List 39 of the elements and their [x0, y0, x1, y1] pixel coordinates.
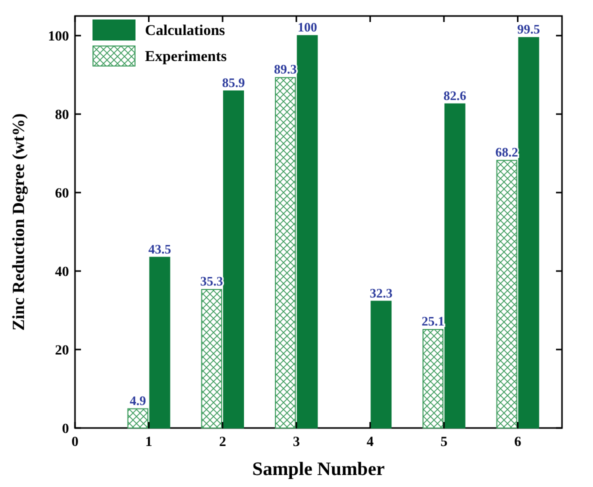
bar — [370, 300, 392, 428]
data-label: 4.9 — [130, 392, 146, 408]
bar — [518, 37, 540, 428]
x-tick-label: 6 — [514, 435, 522, 450]
y-tick-label: 40 — [55, 265, 69, 280]
x-tick-label: 5 — [440, 435, 448, 450]
x-tick-label: 1 — [145, 435, 152, 450]
bar — [296, 35, 318, 428]
bar — [223, 90, 244, 428]
bar — [201, 288, 222, 428]
bar — [127, 408, 148, 428]
data-label: 82.6 — [444, 88, 467, 103]
data-label: 32.3 — [370, 285, 393, 300]
data-label: 100 — [298, 20, 318, 35]
y-axis-title: Zinc Reduction Degree (wt%) — [9, 113, 28, 331]
x-tick-label: 4 — [366, 435, 374, 450]
y-tick-label: 20 — [55, 344, 69, 359]
legend-label: Experiments — [145, 49, 227, 65]
bar — [444, 103, 466, 428]
data-label: 99.5 — [517, 22, 541, 37]
data-label: 68.2 — [495, 144, 518, 160]
data-label: 43.5 — [148, 241, 172, 256]
x-tick-label: 0 — [72, 435, 78, 450]
y-tick-label: 0 — [62, 422, 69, 437]
x-tick-label: 3 — [292, 435, 300, 450]
x-tick-label: 2 — [219, 435, 226, 450]
data-label: 85.9 — [222, 74, 246, 90]
bar — [496, 160, 518, 428]
bar — [149, 256, 170, 428]
x-axis-title: Sample Number — [252, 459, 386, 480]
bar — [274, 77, 296, 428]
data-label: 35.3 — [200, 273, 224, 288]
y-tick-label: 80 — [55, 108, 69, 124]
legend-label: Calculations — [145, 23, 226, 39]
data-label: 25.1 — [422, 314, 444, 329]
y-tick-label: 60 — [55, 186, 69, 202]
bar — [422, 329, 444, 428]
data-label: 89.3 — [274, 62, 298, 77]
y-tick-label: 100 — [48, 30, 69, 45]
